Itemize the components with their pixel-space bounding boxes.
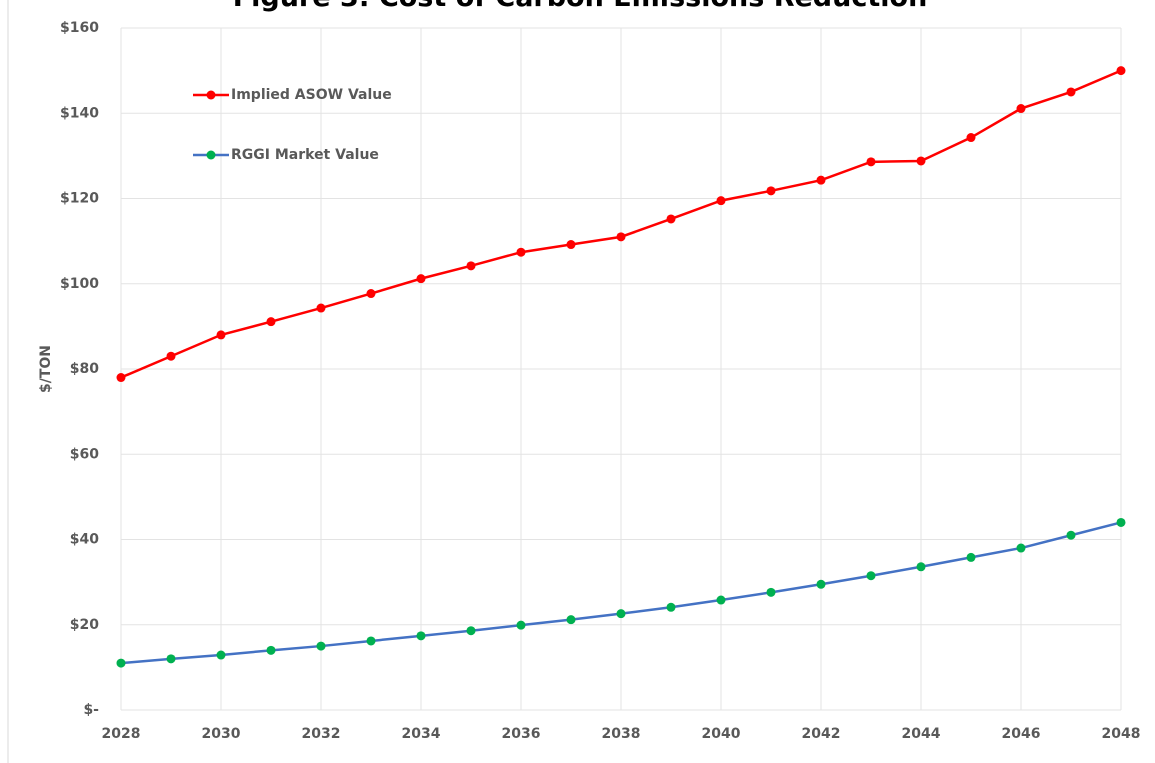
x-tick-label: 2046 [1002, 726, 1041, 742]
point [1116, 517, 1126, 527]
x-tick-label: 2030 [202, 726, 241, 742]
point [1016, 543, 1026, 553]
point [266, 645, 276, 655]
point [366, 289, 376, 299]
point [316, 303, 326, 313]
point [716, 196, 726, 206]
point [666, 214, 676, 224]
legend-label: RGGI Market Value [231, 147, 379, 163]
point [766, 587, 776, 597]
point [416, 631, 426, 641]
legend-marker [206, 90, 216, 100]
point [216, 330, 226, 340]
point [966, 552, 976, 562]
chart-title: Figure 3: Cost of Carbon Emissions Reduc… [233, 0, 928, 13]
point [566, 615, 576, 625]
point [116, 658, 126, 668]
point [866, 157, 876, 167]
point [816, 175, 826, 185]
x-tick-label: 2038 [602, 726, 641, 742]
y-tick-label: $100 [60, 276, 99, 292]
point [866, 571, 876, 581]
point [266, 317, 276, 327]
y-axis-label: $/TON [38, 345, 54, 393]
point [916, 562, 926, 572]
point [816, 579, 826, 589]
x-tick-label: 2032 [302, 726, 341, 742]
x-tick-label: 2034 [402, 726, 441, 742]
point [166, 351, 176, 361]
y-tick-label: $120 [60, 191, 99, 207]
point [516, 247, 526, 257]
point [116, 373, 126, 383]
point [916, 156, 926, 166]
y-tick-label: $140 [60, 105, 99, 121]
x-tick-label: 2040 [702, 726, 741, 742]
point [1066, 530, 1076, 540]
y-tick-label: $40 [70, 532, 99, 548]
point [416, 274, 426, 284]
point [316, 641, 326, 651]
point [1016, 104, 1026, 114]
point [216, 650, 226, 660]
point [766, 186, 776, 196]
point [366, 636, 376, 646]
x-tick-label: 2028 [102, 726, 141, 742]
x-tick-label: 2048 [1102, 726, 1141, 742]
point [1116, 66, 1126, 76]
x-tick-label: 2042 [802, 726, 841, 742]
point [466, 626, 476, 636]
y-tick-label: $160 [60, 20, 99, 36]
point [1066, 87, 1076, 97]
point [466, 261, 476, 271]
point [616, 232, 626, 242]
point [566, 240, 576, 250]
y-tick-label: $60 [70, 446, 99, 462]
point [666, 602, 676, 612]
point [166, 654, 176, 664]
x-tick-label: 2044 [902, 726, 941, 742]
x-tick-label: 2036 [502, 726, 541, 742]
legend-label: Implied ASOW Value [231, 87, 392, 103]
point [616, 609, 626, 619]
point [966, 133, 976, 143]
point [716, 595, 726, 605]
y-tick-label: $- [83, 702, 99, 718]
legend-marker [206, 150, 216, 160]
y-tick-label: $20 [70, 617, 99, 633]
y-tick-label: $80 [70, 361, 99, 377]
point [516, 620, 526, 630]
